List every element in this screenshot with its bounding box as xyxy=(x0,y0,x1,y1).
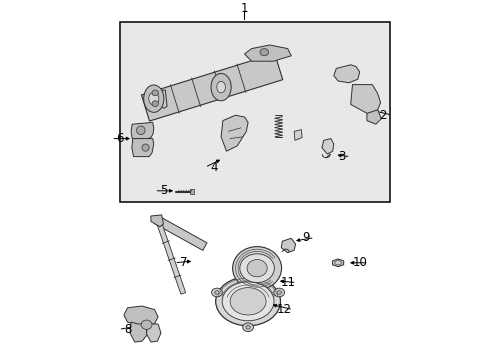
Ellipse shape xyxy=(216,81,225,93)
Text: 2: 2 xyxy=(379,109,386,122)
Ellipse shape xyxy=(273,288,284,297)
Ellipse shape xyxy=(277,291,281,294)
Polygon shape xyxy=(366,110,381,124)
Text: 1: 1 xyxy=(240,2,248,15)
Polygon shape xyxy=(281,238,295,253)
Polygon shape xyxy=(332,259,343,267)
Text: 7: 7 xyxy=(179,256,187,269)
Text: 6: 6 xyxy=(116,132,124,145)
Ellipse shape xyxy=(136,126,145,135)
Text: 9: 9 xyxy=(301,231,309,244)
Polygon shape xyxy=(221,115,247,151)
Ellipse shape xyxy=(211,73,231,101)
Polygon shape xyxy=(132,139,153,157)
Ellipse shape xyxy=(215,277,280,326)
Text: 3: 3 xyxy=(337,150,345,163)
Polygon shape xyxy=(157,224,185,294)
Polygon shape xyxy=(321,139,333,154)
Polygon shape xyxy=(294,130,302,140)
Bar xyxy=(120,22,389,202)
Text: 4: 4 xyxy=(210,161,217,174)
Text: 5: 5 xyxy=(160,184,167,197)
Polygon shape xyxy=(350,85,380,115)
Polygon shape xyxy=(131,122,153,139)
Polygon shape xyxy=(130,322,147,342)
Ellipse shape xyxy=(214,291,219,294)
Ellipse shape xyxy=(334,261,341,265)
Ellipse shape xyxy=(260,49,268,56)
Ellipse shape xyxy=(152,90,158,96)
Ellipse shape xyxy=(239,254,274,283)
Text: 10: 10 xyxy=(351,256,366,269)
Polygon shape xyxy=(244,45,291,61)
Ellipse shape xyxy=(245,325,250,329)
Text: 12: 12 xyxy=(276,303,291,316)
Ellipse shape xyxy=(246,260,266,277)
Polygon shape xyxy=(190,189,194,194)
Ellipse shape xyxy=(141,320,152,329)
Ellipse shape xyxy=(242,323,253,332)
Ellipse shape xyxy=(148,92,159,105)
Polygon shape xyxy=(151,215,163,227)
Text: 11: 11 xyxy=(280,276,295,289)
Ellipse shape xyxy=(152,101,158,107)
Text: 8: 8 xyxy=(123,323,131,336)
Polygon shape xyxy=(145,90,167,108)
Ellipse shape xyxy=(143,85,163,112)
Polygon shape xyxy=(123,306,158,326)
Polygon shape xyxy=(154,216,206,250)
Polygon shape xyxy=(141,54,282,121)
Ellipse shape xyxy=(232,247,281,290)
Ellipse shape xyxy=(222,282,273,321)
Polygon shape xyxy=(146,324,161,342)
Polygon shape xyxy=(333,65,359,83)
Ellipse shape xyxy=(211,288,222,297)
Ellipse shape xyxy=(142,144,149,151)
Ellipse shape xyxy=(230,288,265,315)
